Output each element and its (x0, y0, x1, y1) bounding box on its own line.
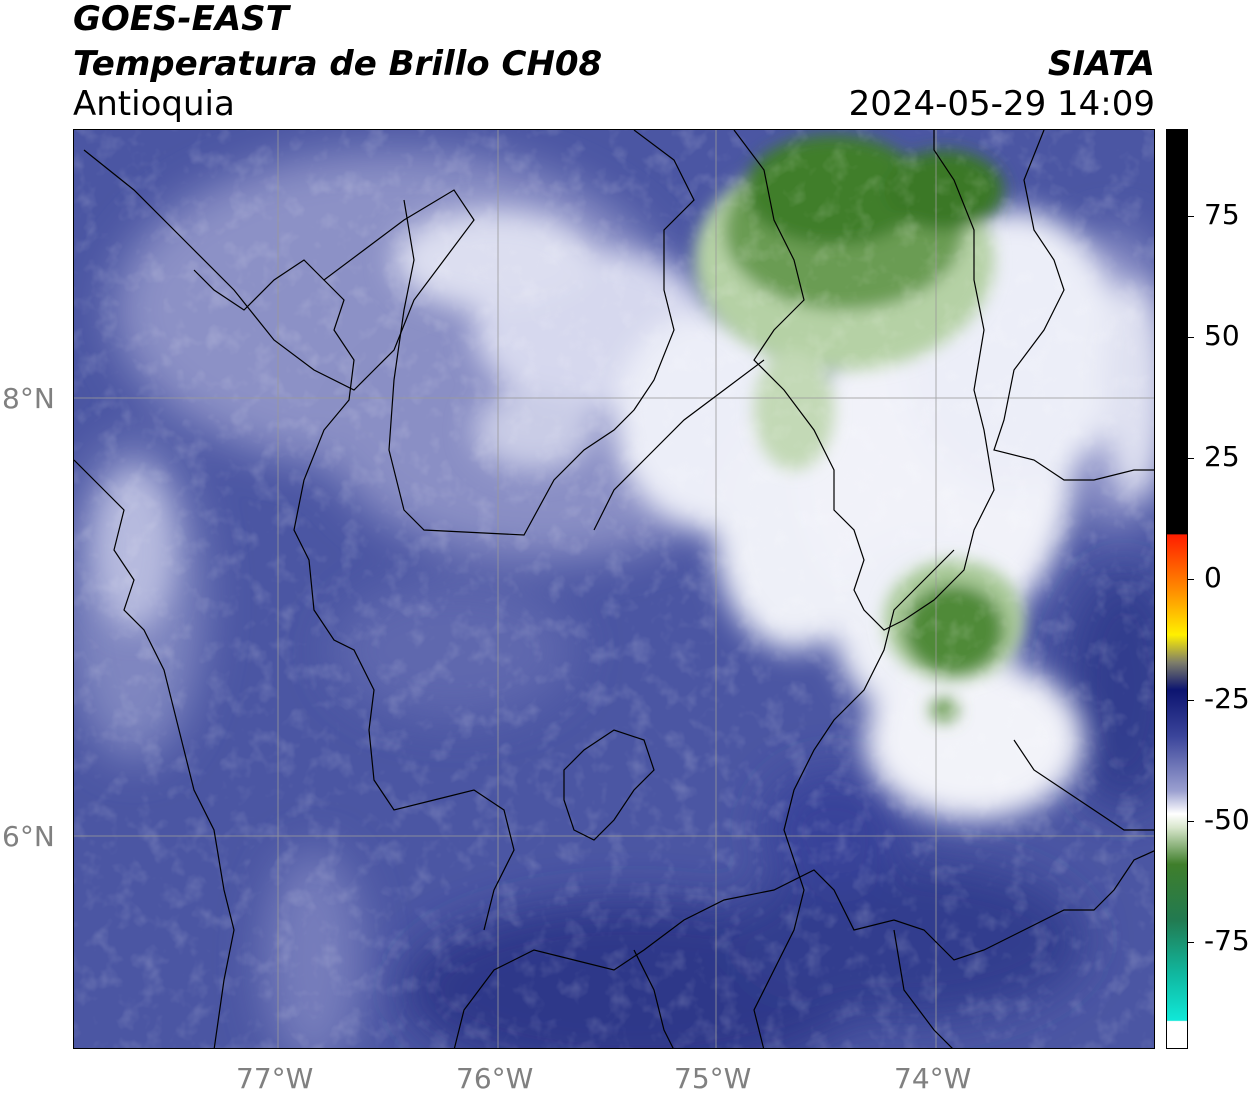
western-border (74, 459, 235, 1048)
colorbar (1166, 129, 1188, 1049)
colorbar-tick (1188, 821, 1194, 822)
lon-label-74w: 74°W (894, 1062, 972, 1095)
map-svg (74, 130, 1154, 1048)
colorbar-tick (1188, 458, 1194, 459)
coastline (83, 149, 475, 391)
colorbar-tick (1188, 942, 1194, 943)
east-rivers (1013, 739, 1154, 831)
colorbar-label-minus-50: -50 (1204, 803, 1250, 836)
lat-label-6n: 6°N (2, 820, 55, 853)
lon-label-75w: 75°W (674, 1062, 752, 1095)
colorbar-label-25: 25 (1204, 440, 1240, 473)
satellite-title: GOES-EAST (73, 0, 289, 39)
organization-label: SIATA (1047, 44, 1155, 84)
colorbar-label-50: 50 (1204, 319, 1240, 352)
department-southeast (753, 549, 955, 1048)
south-interior (633, 949, 674, 1048)
datetime-label: 2024-05-29 14:09 (848, 84, 1155, 124)
lat-label-8n: 8°N (2, 382, 55, 415)
region-label: Antioquia (73, 84, 235, 124)
colorbar-label-minus-75: -75 (1204, 924, 1250, 957)
department-east (733, 130, 995, 631)
southern-border (453, 850, 1154, 1048)
colorbar-tick (1188, 337, 1194, 338)
colorbar-tick (1188, 216, 1194, 217)
eastern-border (993, 130, 1154, 481)
department-north (388, 130, 695, 536)
interior-border (593, 359, 765, 531)
lon-label-76w: 76°W (456, 1062, 534, 1095)
product-title: Temperatura de Brillo CH08 (73, 44, 603, 84)
brightness-temperature-map (73, 129, 1155, 1049)
south-interior-2 (893, 929, 953, 1048)
colorbar-label-0: 0 (1204, 561, 1222, 594)
small-district (563, 729, 655, 841)
boundaries (74, 130, 1154, 1048)
colorbar-gradient (1167, 130, 1187, 1048)
lon-label-77w: 77°W (236, 1062, 314, 1095)
colorbar-tick (1188, 700, 1194, 701)
colorbar-tick (1188, 579, 1194, 580)
colorbar-label-75: 75 (1204, 198, 1240, 231)
gulf-coast-east (293, 279, 515, 931)
texture-overlay (74, 130, 1154, 1048)
colorbar-label-minus-25: -25 (1204, 682, 1250, 715)
